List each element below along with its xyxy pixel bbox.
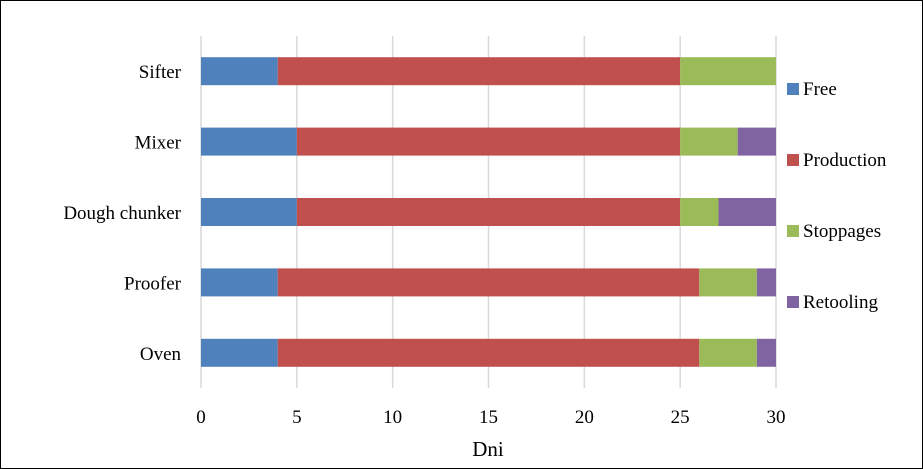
category-label-oven: Oven <box>140 344 182 365</box>
bar-mixer-stoppages <box>680 127 738 156</box>
legend-swatch-stoppages <box>787 225 799 237</box>
category-label-mixer: Mixer <box>135 133 182 154</box>
x-tick-label-5: 5 <box>292 407 302 428</box>
bar-mixer-production <box>296 127 681 156</box>
category-label-dough-chunker: Dough chunker <box>63 203 181 224</box>
legend-label-free: Free <box>803 79 837 100</box>
x-tick-label-25: 25 <box>671 407 690 428</box>
bar-dough-chunker-retooling <box>718 198 776 226</box>
bar-sifter-stoppages <box>680 57 776 86</box>
bar-mixer-free <box>201 127 297 156</box>
x-tick-label-20: 20 <box>575 407 594 428</box>
category-label-proofer: Proofer <box>124 273 182 294</box>
bar-proofer-free <box>201 268 278 297</box>
category-labels: Sifter Mixer Dough chunker Proofer Oven <box>63 62 181 365</box>
legend-swatch-retooling <box>787 296 799 308</box>
x-tick-label-15: 15 <box>479 407 498 428</box>
bars <box>201 57 776 367</box>
bar-sifter-free <box>201 57 278 86</box>
bar-oven-production <box>277 338 700 367</box>
legend-label-production: Production <box>803 150 887 171</box>
bar-dough-chunker-stoppages <box>680 198 719 226</box>
legend-swatch-free <box>787 83 799 95</box>
legend-swatch-production <box>787 154 799 166</box>
legend-label-retooling: Retooling <box>803 292 878 313</box>
bar-proofer-production <box>277 268 700 297</box>
x-tick-label-0: 0 <box>196 407 206 428</box>
bar-sifter-production <box>277 57 681 86</box>
bar-oven-retooling <box>756 338 776 367</box>
bar-proofer-retooling <box>756 268 776 297</box>
category-label-sifter: Sifter <box>139 62 182 83</box>
legend-label-stoppages: Stoppages <box>803 221 881 242</box>
bar-oven-stoppages <box>699 338 757 367</box>
bar-dough-chunker-free <box>201 198 297 226</box>
x-tick-label-30: 30 <box>767 407 786 428</box>
bar-oven-free <box>201 338 278 367</box>
legend: Free Production Stoppages Retooling <box>787 79 887 313</box>
bar-dough-chunker-production <box>296 198 681 226</box>
x-tick-label-10: 10 <box>383 407 402 428</box>
bar-proofer-stoppages <box>699 268 757 297</box>
x-axis-label: Dni <box>472 437 504 461</box>
x-tick-labels: 0 5 10 15 20 25 30 <box>196 407 785 428</box>
bar-mixer-retooling <box>737 127 776 156</box>
